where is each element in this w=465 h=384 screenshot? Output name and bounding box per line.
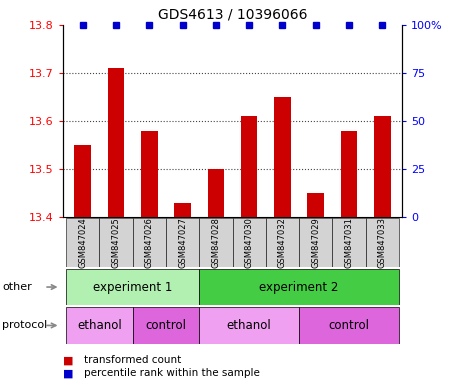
Bar [141,131,158,217]
Bar [232,218,266,267]
Bar [332,218,365,267]
Text: GSM847026: GSM847026 [145,217,154,268]
Bar [199,218,232,267]
Bar [341,131,357,217]
Text: protocol: protocol [2,320,47,331]
Bar [74,145,91,217]
Bar [299,218,332,267]
Text: control: control [328,319,370,332]
Bar [108,68,124,217]
Text: experiment 2: experiment 2 [259,281,339,293]
Text: GSM847027: GSM847027 [178,217,187,268]
Text: experiment 1: experiment 1 [93,281,173,293]
Text: ■: ■ [63,355,73,365]
Bar [207,169,224,217]
Text: control: control [146,319,186,332]
Bar [133,218,166,267]
Text: ethanol: ethanol [227,319,272,332]
Text: GSM847028: GSM847028 [212,217,220,268]
Text: transformed count: transformed count [84,355,181,365]
Bar [374,116,391,217]
Text: GSM847030: GSM847030 [245,217,253,268]
Text: ethanol: ethanol [77,319,122,332]
Text: GSM847029: GSM847029 [311,217,320,268]
Text: percentile rank within the sample: percentile rank within the sample [84,368,259,378]
Bar [274,97,291,217]
Bar [166,218,199,267]
Text: ■: ■ [63,368,73,378]
Bar [307,193,324,217]
Bar [299,307,399,344]
Text: GSM847033: GSM847033 [378,217,387,268]
Bar [66,307,133,344]
Bar [133,307,199,344]
Bar [100,218,133,267]
Title: GDS4613 / 10396066: GDS4613 / 10396066 [158,7,307,21]
Bar [266,218,299,267]
Bar [66,218,100,267]
Bar [241,116,258,217]
Bar [365,218,399,267]
Text: GSM847024: GSM847024 [78,217,87,268]
Bar [66,269,199,305]
Bar [199,307,299,344]
Text: GSM847025: GSM847025 [112,217,120,268]
Text: other: other [2,282,32,292]
Text: GSM847032: GSM847032 [278,217,287,268]
Bar [174,203,191,217]
Bar [199,269,399,305]
Text: GSM847031: GSM847031 [345,217,353,268]
